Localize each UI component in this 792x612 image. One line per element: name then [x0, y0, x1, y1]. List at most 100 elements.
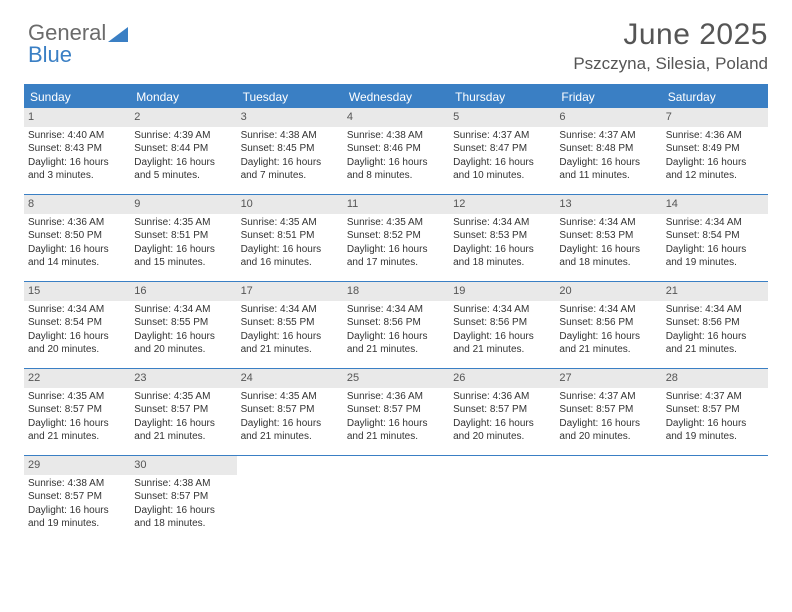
daylight-text: and 18 minutes. — [559, 256, 657, 270]
daylight-text: Daylight: 16 hours — [559, 417, 657, 431]
sunrise-text: Sunrise: 4:37 AM — [559, 390, 657, 404]
day-cell: 16Sunrise: 4:34 AMSunset: 8:55 PMDayligh… — [130, 282, 236, 368]
daylight-text: Daylight: 16 hours — [134, 417, 232, 431]
sunrise-text: Sunrise: 4:35 AM — [134, 216, 232, 230]
daylight-text: and 20 minutes. — [28, 343, 126, 357]
day-number: 17 — [237, 282, 343, 301]
day-cell: 14Sunrise: 4:34 AMSunset: 8:54 PMDayligh… — [662, 195, 768, 281]
sunrise-text: Sunrise: 4:40 AM — [28, 129, 126, 143]
week-row: 15Sunrise: 4:34 AMSunset: 8:54 PMDayligh… — [24, 282, 768, 369]
daylight-text: and 21 minutes. — [559, 343, 657, 357]
day-number: 30 — [130, 456, 236, 475]
daylight-text: and 21 minutes. — [28, 430, 126, 444]
sunrise-text: Sunrise: 4:37 AM — [666, 390, 764, 404]
daylight-text: and 21 minutes. — [241, 343, 339, 357]
day-cell: 28Sunrise: 4:37 AMSunset: 8:57 PMDayligh… — [662, 369, 768, 455]
week-row: 8Sunrise: 4:36 AMSunset: 8:50 PMDaylight… — [24, 195, 768, 282]
day-cell: 3Sunrise: 4:38 AMSunset: 8:45 PMDaylight… — [237, 108, 343, 194]
sunrise-text: Sunrise: 4:36 AM — [28, 216, 126, 230]
location-text: Pszczyna, Silesia, Poland — [24, 54, 768, 74]
day-cell: 23Sunrise: 4:35 AMSunset: 8:57 PMDayligh… — [130, 369, 236, 455]
daylight-text: Daylight: 16 hours — [134, 504, 232, 518]
day-cell: 15Sunrise: 4:34 AMSunset: 8:54 PMDayligh… — [24, 282, 130, 368]
day-number: 22 — [24, 369, 130, 388]
sunset-text: Sunset: 8:54 PM — [28, 316, 126, 330]
sunrise-text: Sunrise: 4:34 AM — [559, 303, 657, 317]
daylight-text: Daylight: 16 hours — [559, 243, 657, 257]
day-number: 15 — [24, 282, 130, 301]
sunset-text: Sunset: 8:57 PM — [28, 490, 126, 504]
daylight-text: and 15 minutes. — [134, 256, 232, 270]
daylight-text: and 14 minutes. — [28, 256, 126, 270]
sunset-text: Sunset: 8:56 PM — [666, 316, 764, 330]
day-number: 14 — [662, 195, 768, 214]
daylight-text: Daylight: 16 hours — [28, 330, 126, 344]
sunset-text: Sunset: 8:57 PM — [134, 403, 232, 417]
daylight-text: and 18 minutes. — [134, 517, 232, 531]
day-number: 1 — [24, 108, 130, 127]
daylight-text: and 5 minutes. — [134, 169, 232, 183]
sunset-text: Sunset: 8:55 PM — [241, 316, 339, 330]
daylight-text: and 12 minutes. — [666, 169, 764, 183]
daylight-text: and 20 minutes. — [559, 430, 657, 444]
sunset-text: Sunset: 8:56 PM — [347, 316, 445, 330]
day-cell: 7Sunrise: 4:36 AMSunset: 8:49 PMDaylight… — [662, 108, 768, 194]
day-cell: 13Sunrise: 4:34 AMSunset: 8:53 PMDayligh… — [555, 195, 661, 281]
sunset-text: Sunset: 8:47 PM — [453, 142, 551, 156]
sunset-text: Sunset: 8:57 PM — [347, 403, 445, 417]
day-cell: 30Sunrise: 4:38 AMSunset: 8:57 PMDayligh… — [130, 456, 236, 542]
sunrise-text: Sunrise: 4:37 AM — [453, 129, 551, 143]
day-cell: 24Sunrise: 4:35 AMSunset: 8:57 PMDayligh… — [237, 369, 343, 455]
sunset-text: Sunset: 8:53 PM — [453, 229, 551, 243]
day-header: Wednesday — [343, 86, 449, 108]
day-number: 8 — [24, 195, 130, 214]
day-cell: 9Sunrise: 4:35 AMSunset: 8:51 PMDaylight… — [130, 195, 236, 281]
daylight-text: and 20 minutes. — [134, 343, 232, 357]
sunset-text: Sunset: 8:51 PM — [134, 229, 232, 243]
empty-cell — [237, 456, 343, 542]
day-number: 21 — [662, 282, 768, 301]
sunset-text: Sunset: 8:57 PM — [559, 403, 657, 417]
day-number: 20 — [555, 282, 661, 301]
week-row: 1 Sunrise: 4:40 AMSunset: 8:43 PM Daylight… — [24, 108, 768, 195]
logo-text-2: Blue — [28, 42, 72, 67]
day-cell: 11Sunrise: 4:35 AMSunset: 8:52 PMDayligh… — [343, 195, 449, 281]
day-header: Friday — [555, 86, 661, 108]
week-row: 29Sunrise: 4:38 AMSunset: 8:57 PMDayligh… — [24, 456, 768, 542]
day-number: 4 — [343, 108, 449, 127]
daylight-text: and 21 minutes. — [453, 343, 551, 357]
day-number: 16 — [130, 282, 236, 301]
day-number: 2 — [130, 108, 236, 127]
sunrise-text: Sunrise: 4:34 AM — [453, 303, 551, 317]
sunrise-text: Sunrise: 4:34 AM — [134, 303, 232, 317]
sunrise-text: Sunrise: 4:35 AM — [241, 390, 339, 404]
day-cell: 22Sunrise: 4:35 AMSunset: 8:57 PMDayligh… — [24, 369, 130, 455]
daylight-text: and 19 minutes. — [28, 517, 126, 531]
day-number: 5 — [449, 108, 555, 127]
day-header: Monday — [130, 86, 236, 108]
sunrise-text: Sunrise: 4:35 AM — [241, 216, 339, 230]
daylight-text: and 16 minutes. — [241, 256, 339, 270]
sunrise-text: Sunrise: 4:35 AM — [134, 390, 232, 404]
day-cell: 29Sunrise: 4:38 AMSunset: 8:57 PMDayligh… — [24, 456, 130, 542]
sunrise-text: Sunrise: 4:34 AM — [347, 303, 445, 317]
sunrise-text: Sunrise: 4:35 AM — [28, 390, 126, 404]
daylight-text: and 21 minutes. — [134, 430, 232, 444]
daylight-text: Daylight: 16 hours — [453, 330, 551, 344]
daylight-text: and 18 minutes. — [453, 256, 551, 270]
daylight-text: Daylight: 16 hours — [241, 417, 339, 431]
daylight-text: Daylight: 16 hours — [559, 156, 657, 170]
sunset-text: Sunset: 8:51 PM — [241, 229, 339, 243]
sunrise-text: Sunrise: 4:39 AM — [134, 129, 232, 143]
day-cell: 17Sunrise: 4:34 AMSunset: 8:55 PMDayligh… — [237, 282, 343, 368]
sunset-text: Sunset: 8:57 PM — [28, 403, 126, 417]
page-title: June 2025 — [24, 18, 768, 52]
daylight-text: Daylight: 16 hours — [666, 330, 764, 344]
week-row: 22Sunrise: 4:35 AMSunset: 8:57 PMDayligh… — [24, 369, 768, 456]
sunset-text: Sunset: 8:43 PM — [28, 142, 126, 156]
day-cell: 21Sunrise: 4:34 AMSunset: 8:56 PMDayligh… — [662, 282, 768, 368]
sunrise-text: Sunrise: 4:34 AM — [453, 216, 551, 230]
daylight-text: Daylight: 16 hours — [559, 330, 657, 344]
daylight-text: Daylight: 16 hours — [134, 243, 232, 257]
day-header-row: Sunday Monday Tuesday Wednesday Thursday… — [24, 86, 768, 108]
